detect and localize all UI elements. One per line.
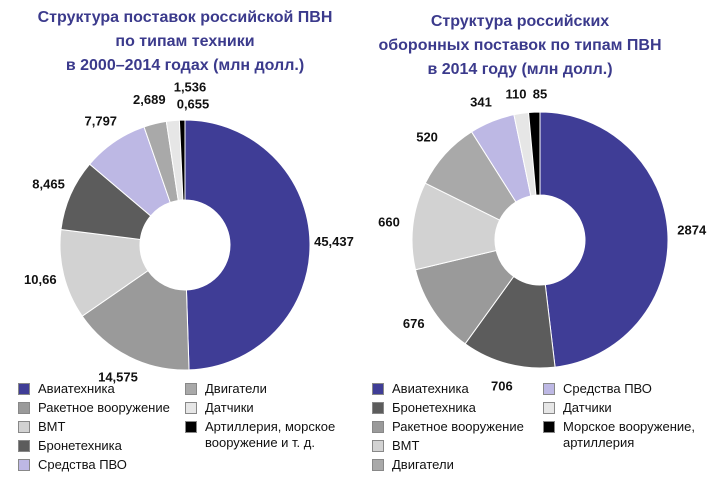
legend-label: Двигатели bbox=[205, 381, 267, 396]
legend-item: Морское вооружение, артиллерия bbox=[543, 419, 713, 451]
data-label: 660 bbox=[378, 214, 400, 229]
legend-item: ВМТ bbox=[372, 438, 542, 454]
legend-label: Ракетное вооружение bbox=[38, 400, 170, 415]
data-label: 706 bbox=[491, 379, 513, 394]
chart-title: Структура поставок российской ПВН bbox=[38, 9, 333, 26]
legend-item: ВМТ bbox=[18, 419, 178, 435]
legend-label: Авиатехника bbox=[392, 381, 469, 396]
legend-label: Датчики bbox=[563, 400, 612, 415]
pie-slice bbox=[539, 111, 669, 368]
data-label: 14,575 bbox=[98, 370, 138, 385]
legend-item: Артиллерия, морское вооружение и т. д. bbox=[185, 419, 345, 451]
legend-item: Двигатели bbox=[185, 381, 345, 397]
data-label: 7,797 bbox=[85, 114, 118, 129]
legend-label: Средства ПВО bbox=[38, 457, 127, 472]
legend-label: Бронетехника bbox=[392, 400, 476, 415]
legend-label: ВМТ bbox=[38, 419, 66, 434]
legend-swatch bbox=[185, 402, 197, 414]
pie-slice bbox=[81, 269, 190, 371]
data-label: 520 bbox=[416, 130, 438, 145]
data-label: 0,655 bbox=[177, 96, 210, 111]
legend-item: Бронетехника bbox=[372, 400, 542, 416]
legend-label: Двигатели bbox=[392, 457, 454, 472]
chart-title: оборонных поставок по типам ПВН bbox=[378, 37, 661, 54]
legend-swatch bbox=[18, 459, 30, 471]
legend-label: Артиллерия, морское вооружение и т. д. bbox=[205, 419, 336, 450]
legend-label: Авиатехника bbox=[38, 381, 115, 396]
legend-swatch bbox=[18, 421, 30, 433]
legend-swatch bbox=[372, 383, 384, 395]
legend-item: Ракетное вооружение bbox=[372, 419, 542, 435]
pie-slice bbox=[178, 119, 186, 201]
legend-item: Авиатехника bbox=[372, 381, 542, 397]
legend-label: ВМТ bbox=[392, 438, 420, 453]
data-label: 2,689 bbox=[133, 92, 166, 107]
chart-title: по типам техники bbox=[115, 33, 254, 50]
legend-label: Датчики bbox=[205, 400, 254, 415]
legend-swatch bbox=[185, 421, 197, 433]
legend-swatch bbox=[18, 402, 30, 414]
chart-title: в 2000–2014 годах (млн долл.) bbox=[66, 57, 304, 74]
data-label: 45,437 bbox=[314, 234, 354, 249]
legend-item: Авиатехника bbox=[18, 381, 178, 397]
legend-swatch bbox=[543, 383, 555, 395]
legend-label: Морское вооружение, артиллерия bbox=[563, 419, 695, 450]
data-label: 341 bbox=[470, 94, 492, 109]
legend-item: Средства ПВО bbox=[543, 381, 713, 397]
legend-swatch bbox=[372, 421, 384, 433]
legend-label: Ракетное вооружение bbox=[392, 419, 524, 434]
pie-slice bbox=[528, 111, 541, 196]
legend-swatch bbox=[372, 459, 384, 471]
data-label: 8,465 bbox=[32, 177, 65, 192]
data-label: 2874 bbox=[677, 222, 707, 237]
chart-title: Структура российских bbox=[431, 13, 609, 30]
legend-label: Бронетехника bbox=[38, 438, 122, 453]
pie-slice bbox=[184, 119, 311, 371]
legend-item: Бронетехника bbox=[18, 438, 178, 454]
legend-item: Ракетное вооружение bbox=[18, 400, 178, 416]
legend-item: Датчики bbox=[185, 400, 345, 416]
pie-slice bbox=[464, 275, 556, 369]
legend-swatch bbox=[543, 421, 555, 433]
data-label: 10,66 bbox=[24, 272, 57, 287]
legend-swatch bbox=[372, 402, 384, 414]
legend-swatch bbox=[185, 383, 197, 395]
data-label: 676 bbox=[403, 316, 425, 331]
legend-label: Средства ПВО bbox=[563, 381, 652, 396]
legend-swatch bbox=[18, 440, 30, 452]
legend-item: Двигатели bbox=[372, 457, 542, 473]
legend-swatch bbox=[372, 440, 384, 452]
legend-swatch bbox=[18, 383, 30, 395]
legend-swatch bbox=[543, 402, 555, 414]
data-label: 1,536 bbox=[174, 79, 207, 94]
legend-item: Средства ПВО bbox=[18, 457, 178, 473]
chart-title: в 2014 году (млн долл.) bbox=[427, 61, 612, 78]
legend-item: Датчики bbox=[543, 400, 713, 416]
data-label: 85 bbox=[533, 86, 547, 101]
data-label: 110 bbox=[506, 86, 527, 101]
